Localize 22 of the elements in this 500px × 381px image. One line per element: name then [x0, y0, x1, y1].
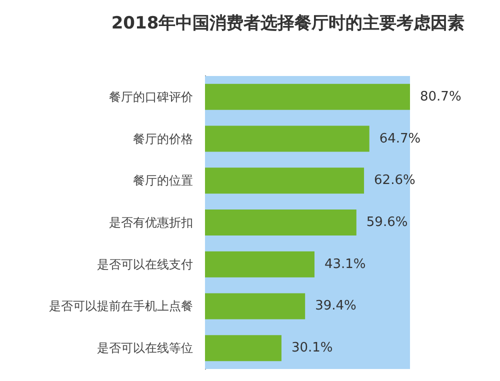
data-label: 30.1% — [291, 340, 333, 356]
y-tick-label: 是否可以在线支付 — [97, 257, 193, 272]
y-tick-label: 餐厅的位置 — [133, 174, 193, 188]
data-label: 43.1% — [324, 256, 366, 272]
data-label: 39.4% — [315, 298, 356, 314]
chart-title: 2018年中国消费者选择餐厅时的主要考虑因素 — [111, 14, 465, 34]
bar — [205, 251, 314, 278]
data-label: 59.6% — [366, 215, 408, 230]
y-tick-label: 是否可以提前在手机上点餐 — [49, 299, 193, 314]
bar — [205, 293, 306, 320]
bar — [205, 210, 356, 236]
data-label: 80.7% — [420, 89, 462, 104]
data-label: 64.7% — [379, 131, 421, 146]
bar — [205, 84, 410, 110]
y-tick-label: 餐厅的口碑评价 — [109, 90, 193, 104]
y-tick-label: 是否有优惠折扣 — [109, 216, 193, 230]
bar — [205, 126, 370, 152]
bar — [205, 168, 364, 194]
bar — [205, 335, 282, 362]
y-tick-label: 是否可以在线等位 — [97, 341, 193, 356]
data-label: 62.6% — [374, 173, 416, 188]
y-tick-label: 餐厅的价格 — [133, 132, 193, 146]
